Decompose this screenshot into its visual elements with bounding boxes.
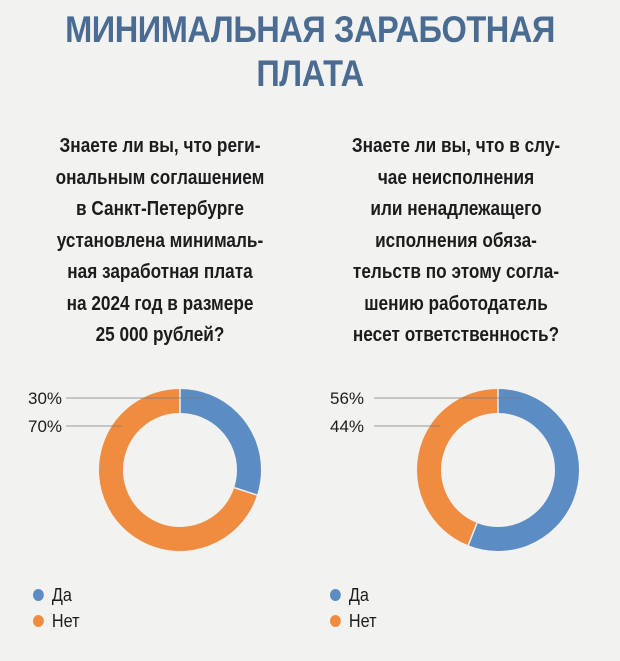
slice-separator	[233, 486, 258, 496]
slice-separator	[467, 522, 478, 546]
question-left-line: ная заработная плата	[67, 261, 253, 283]
data-label-yes: 30%	[28, 389, 62, 408]
legend-item-yes: Да	[33, 582, 79, 608]
legend-right: Да Нет	[330, 582, 376, 634]
question-right-line: Знаете ли вы, что в слу-	[351, 135, 561, 157]
question-left-line: на 2024 год в размере	[66, 292, 254, 315]
question-left-line: Знаете ли вы, что реги-	[59, 135, 261, 157]
question-right-line: чае неисполнения	[377, 166, 535, 189]
question-left-line: 25 000 рублей?	[95, 324, 225, 346]
question-right: Знаете ли вы, что в слу- чае неисполнени…	[327, 131, 585, 352]
legend-dot-no	[33, 615, 44, 627]
legend-left: Да Нет	[33, 582, 79, 634]
question-left-line: установлена минималь-	[56, 229, 264, 252]
legend-item-yes: Да	[330, 582, 376, 608]
question-right-line: тельств по этому согла-	[352, 261, 560, 283]
legend-label: Да	[51, 585, 72, 605]
title-line-1: МИНИМАЛЬНАЯ ЗАРАБОТНАЯ	[65, 9, 555, 50]
legend-label: Нет	[51, 611, 80, 631]
question-right-line: несет ответственность?	[352, 324, 560, 346]
page-title: МИНИМАЛЬНАЯ ЗАРАБОТНАЯ ПЛАТА	[37, 8, 583, 96]
legend-label: Нет	[348, 611, 377, 631]
data-label-yes: 56%	[330, 389, 364, 408]
question-left-line: в Санкт-Петербурге	[76, 198, 244, 220]
legend-label: Да	[348, 585, 369, 605]
question-right-line: шению работодатель	[364, 292, 548, 315]
data-label-no: 44%	[330, 417, 364, 436]
question-left: Знаете ли вы, что реги- ональным соглаше…	[31, 131, 289, 352]
question-right-line: исполнения обяза-	[375, 229, 537, 252]
donut-charts: 30% 70% 56% 44%	[28, 389, 579, 551]
legend-item-no: Нет	[33, 608, 79, 634]
legend-item-no: Нет	[330, 608, 376, 634]
data-label-no: 70%	[28, 417, 62, 436]
question-left-line: ональным соглашением	[55, 166, 265, 189]
legend-dot-yes	[330, 589, 341, 601]
legend-dot-no	[330, 615, 341, 627]
question-right-line: или ненадлежащего	[370, 198, 542, 220]
legend-dot-yes	[33, 589, 44, 601]
title-line-2: ПЛАТА	[256, 53, 364, 94]
